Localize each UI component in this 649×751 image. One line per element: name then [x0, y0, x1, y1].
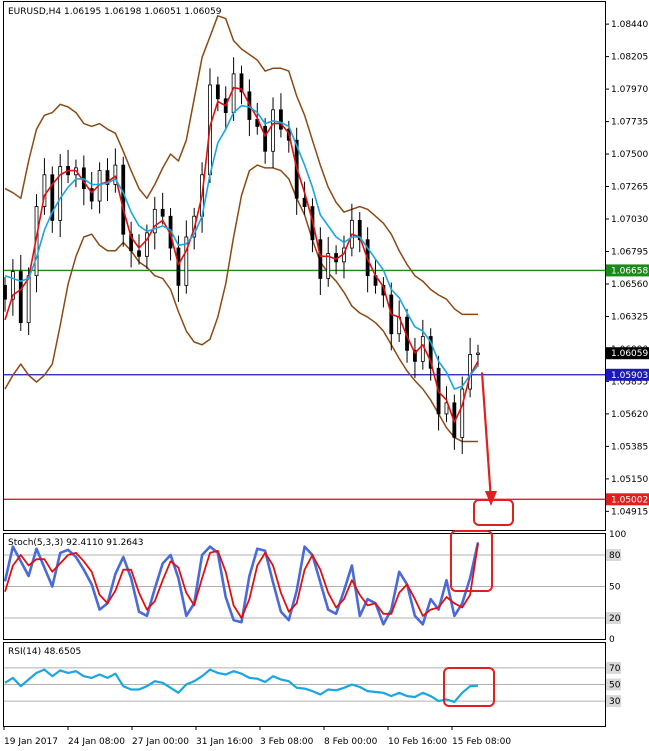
x-tick-label: 27 Jan 00:00: [132, 737, 189, 747]
price-tick-label: 1.05385: [611, 442, 648, 452]
candle-body: [10, 271, 15, 300]
x-tick-label: 15 Feb 08:00: [452, 737, 511, 747]
stoch-tick-label: 100: [609, 530, 626, 540]
bollinger-band-upper: [4, 15, 478, 316]
candle-body: [184, 236, 189, 286]
candle-body: [105, 170, 110, 185]
candle-body: [176, 247, 181, 286]
header-symbol: EURUSD,H4: [8, 7, 61, 17]
candle-body: [420, 336, 425, 362]
price-tick-label: 1.05620: [611, 410, 648, 420]
candle-body: [3, 284, 7, 300]
rsi-tick-box: [606, 695, 621, 708]
rsi-label: RSI(14) 48.6505: [8, 647, 81, 657]
candle-body: [231, 73, 236, 113]
x-tick-label: 8 Feb 00:00: [324, 737, 378, 747]
stoch-tick-label: 0: [609, 635, 615, 645]
stoch-signal-line: [4, 543, 479, 619]
stoch-label: Stoch(5,3,3) 92.4110 91.2643: [8, 538, 143, 548]
candle-body: [318, 239, 323, 279]
rsi-highlight-box: [443, 667, 495, 707]
header-open: 1.06195: [64, 7, 101, 17]
stoch-tick-box: [606, 612, 621, 624]
price-tick-label: 1.07030: [611, 215, 648, 225]
candle-body: [121, 164, 126, 235]
x-tick-label: 19 Jan 2017: [4, 737, 58, 747]
stoch-tick-label: 20: [609, 614, 621, 624]
price-panel: [3, 1, 606, 531]
x-tick-label: 31 Jan 16:00: [196, 737, 253, 747]
price-tick-label: 1.07735: [611, 118, 648, 128]
stoch-tick-label: 80: [609, 551, 621, 561]
candle-body: [239, 73, 244, 93]
candle-body: [152, 208, 157, 234]
price-label-3: 1.05002: [611, 495, 648, 505]
price-label-box-3: [606, 493, 649, 506]
price-label-0: 1.06658: [611, 266, 648, 276]
price-tick-label: 1.06325: [611, 312, 648, 322]
candle-body: [326, 253, 331, 279]
price-label-box-0: [606, 264, 649, 277]
header-high: 1.06198: [104, 7, 141, 17]
header-close: 1.06059: [184, 7, 221, 17]
price-tick-label: 1.05855: [611, 377, 648, 387]
candle-body: [113, 164, 118, 185]
stoch-main-line: [3, 542, 480, 626]
rsi-tick-label: 30: [609, 697, 621, 707]
rsi-tick-label: 70: [609, 664, 621, 674]
candle-body: [460, 388, 465, 438]
candle-body: [271, 109, 275, 152]
candle-body: [279, 109, 283, 130]
price-label-box-1: [606, 347, 649, 360]
candle-body: [137, 250, 141, 257]
candle-body: [18, 271, 23, 324]
forecast-arrow-line: [480, 372, 493, 501]
price-tick-label: 1.08205: [611, 53, 648, 63]
candle-body: [42, 174, 47, 207]
price-tick-label: 1.07500: [611, 150, 648, 160]
x-tick-label: 3 Feb 08:00: [260, 737, 314, 747]
candle-body: [58, 166, 63, 221]
moving-average-ma-red: [4, 86, 479, 424]
rsi-tick-box: [606, 661, 621, 674]
rsi-tick-label: 50: [609, 681, 621, 691]
rsi-line: [4, 668, 479, 704]
candle-body: [144, 232, 149, 257]
candle-body: [444, 402, 449, 415]
price-label-box-2: [606, 368, 649, 381]
candle-body: [263, 125, 268, 152]
price-tick-label: 1.06795: [611, 247, 648, 257]
candle-body: [428, 336, 433, 369]
candle-body: [413, 349, 417, 362]
candle-body: [26, 275, 31, 324]
chart-header: EURUSD,H4 1.06195 1.06198 1.06051 1.0605…: [8, 7, 222, 17]
price-tick-label: 1.05150: [611, 475, 648, 485]
candle-body: [50, 174, 55, 221]
candle-body: [89, 188, 94, 202]
candle-body: [215, 84, 220, 100]
price-tick-label: 1.07265: [611, 183, 648, 193]
price-tick-label: 1.04915: [611, 507, 648, 517]
bollinger-band-lower: [4, 164, 478, 443]
price-label-1: 1.06059: [611, 349, 648, 359]
header-low: 1.06051: [144, 7, 181, 17]
price-tick-label: 1.08440: [611, 20, 648, 30]
candle-body: [476, 352, 480, 355]
stoch-tick-box: [606, 549, 621, 561]
x-tick-label: 24 Jan 08:00: [68, 737, 125, 747]
price-tick-label: 1.07970: [611, 85, 648, 95]
candle-body: [357, 219, 362, 241]
candle-body: [160, 208, 165, 217]
target-zone-box: [473, 499, 514, 526]
moving-average-ma-blue: [4, 104, 479, 390]
candle-body: [302, 197, 307, 207]
rsi-tick-box: [606, 678, 621, 691]
price-label-2: 1.05903: [611, 371, 648, 381]
stoch-tick-label: 50: [609, 583, 621, 593]
x-tick-label: 10 Feb 16:00: [388, 737, 447, 747]
price-tick-label: 1.06560: [611, 280, 648, 290]
forecast-arrow-head: [485, 491, 497, 506]
stoch-highlight-box: [450, 530, 493, 592]
